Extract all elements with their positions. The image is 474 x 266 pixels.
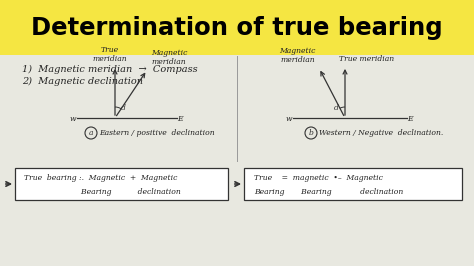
Text: True    =  magnetic  •–  Magnetic: True = magnetic •– Magnetic [254, 174, 383, 182]
Bar [0, 0, 474, 55]
Text: a: a [89, 129, 93, 137]
Text: w: w [286, 115, 292, 123]
Text: d: d [334, 104, 338, 112]
Text: d: d [120, 104, 126, 112]
Text: Magnetic
meridian: Magnetic meridian [279, 47, 315, 64]
Text: w: w [70, 115, 76, 123]
Text: True  bearing :.  Magnetic  +  Magnetic: True bearing :. Magnetic + Magnetic [24, 174, 177, 182]
Text: 1)  Magnetic meridian  →  Compass: 1) Magnetic meridian → Compass [22, 64, 198, 74]
FancyBboxPatch shape [15, 168, 228, 200]
Text: 2)  Magnetic declination: 2) Magnetic declination [22, 76, 143, 86]
Text: Determination of true bearing: Determination of true bearing [31, 16, 443, 40]
Text: True
meridian: True meridian [93, 46, 128, 63]
Text: Eastern / positive  declination: Eastern / positive declination [99, 129, 215, 137]
Text: Bearing           declination: Bearing declination [24, 188, 181, 196]
Text: True meridian: True meridian [339, 55, 394, 63]
Text: Magnetic
meridian: Magnetic meridian [151, 49, 187, 66]
Text: E: E [407, 115, 413, 123]
Text: b: b [309, 129, 313, 137]
Text: Western / Negative  declination.: Western / Negative declination. [319, 129, 443, 137]
Text: Bearing       Bearing            declination: Bearing Bearing declination [254, 188, 403, 196]
FancyBboxPatch shape [244, 168, 462, 200]
Text: E: E [177, 115, 183, 123]
